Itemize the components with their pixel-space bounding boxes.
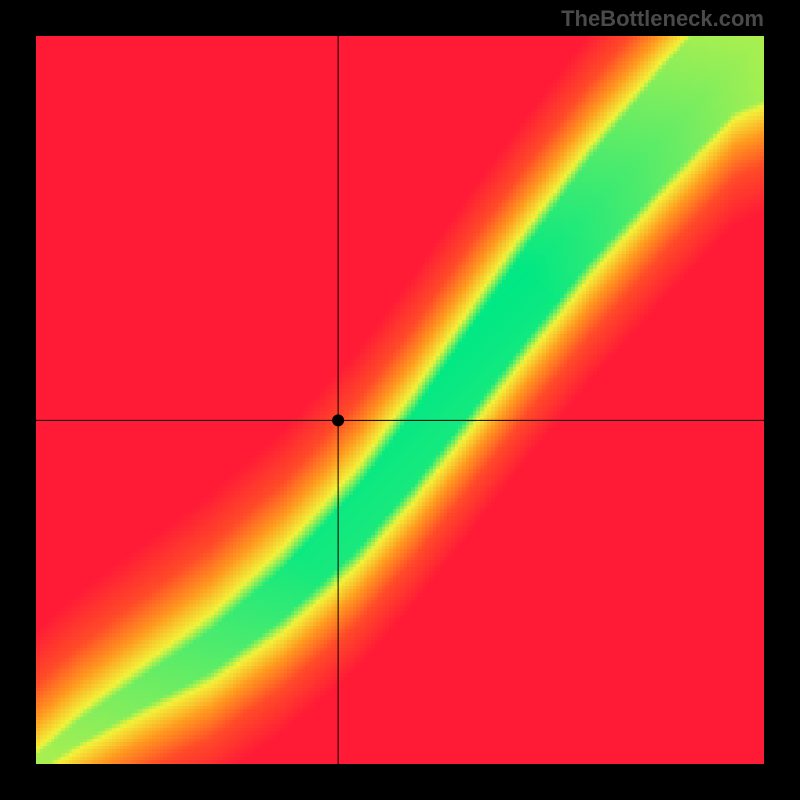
bottleneck-heatmap [36, 36, 764, 764]
chart-container: TheBottleneck.com [0, 0, 800, 800]
watermark-text: TheBottleneck.com [561, 6, 764, 32]
